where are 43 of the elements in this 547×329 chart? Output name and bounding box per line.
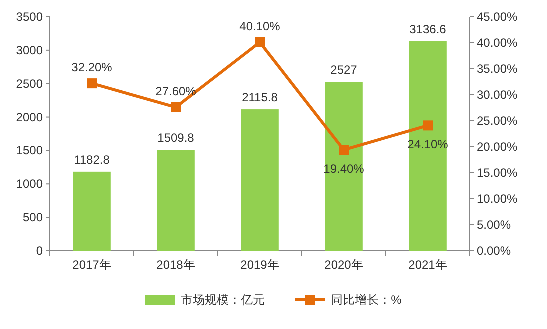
bar (325, 82, 363, 251)
y2-tick-label: 0.00% (477, 244, 512, 258)
y2-tick-label: 25.00% (477, 114, 518, 128)
point (171, 102, 181, 112)
y2-tick-label: 35.00% (477, 62, 518, 76)
x-tick-label: 2017年 (72, 258, 112, 272)
y2-tick-label: 30.00% (477, 88, 518, 102)
y2-tick-label: 5.00% (477, 218, 512, 232)
point (255, 37, 265, 48)
y-tick-label: 2500 (16, 76, 44, 91)
y2-tick-label: 40.00% (477, 36, 518, 50)
point (339, 145, 349, 156)
bar (409, 41, 447, 251)
y2-tick-label: 15.00% (477, 166, 518, 180)
y2-tick-label: 20.00% (477, 140, 518, 154)
y2-tick-label: 10.00% (477, 192, 518, 206)
y-tick-label: 1000 (16, 177, 44, 192)
bar (241, 110, 279, 251)
y-tick-label: 500 (22, 210, 44, 225)
y-tick-label: 3500 (16, 10, 44, 24)
data-label: 1182.8 (74, 152, 110, 167)
data-label: 1509.8 (158, 131, 195, 146)
data-label: 2527 (330, 63, 358, 78)
y2-tick-label: 45.00% (477, 10, 518, 24)
bar (73, 172, 111, 251)
y-tick-label: 2000 (16, 110, 44, 124)
point (423, 120, 433, 131)
y-tick-label: 3000 (16, 43, 44, 58)
x-tick-label: 2021年 (408, 258, 448, 272)
data-label: 2115.8 (242, 90, 278, 105)
x-tick-label: 2019年 (240, 258, 280, 272)
y-tick-label: 1500 (16, 144, 44, 158)
data-label: 3136.6 (410, 22, 447, 36)
x-tick-label: 2020年 (324, 258, 364, 272)
data-label: 40.10% (240, 19, 281, 34)
legend-label: 市场规模：亿元 (181, 293, 266, 307)
point (87, 78, 97, 89)
x-tick-label: 2018年 (156, 258, 196, 272)
legend-label: 同比增长：% (331, 293, 402, 307)
data-label: 32.20% (72, 60, 113, 75)
y-tick-label: 0 (36, 244, 44, 258)
bar (157, 150, 195, 251)
data-label: 27.60% (156, 84, 197, 98)
